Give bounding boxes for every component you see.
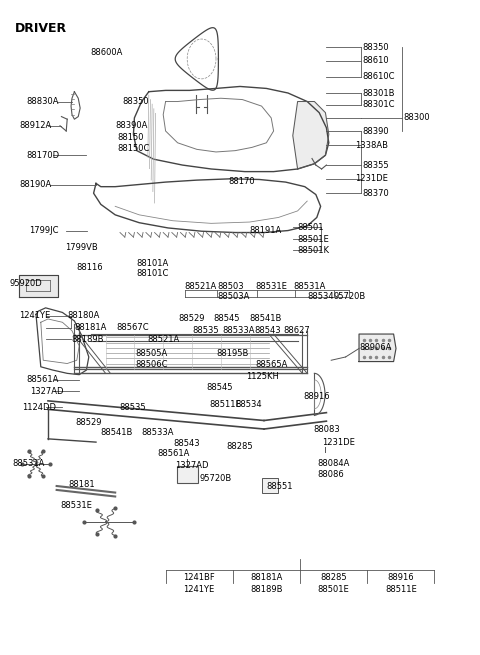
Polygon shape bbox=[19, 275, 58, 297]
Text: 88084A: 88084A bbox=[318, 459, 350, 468]
Text: 88511E: 88511E bbox=[210, 400, 241, 409]
Text: 88501E: 88501E bbox=[298, 234, 329, 244]
Text: 88535: 88535 bbox=[192, 326, 218, 335]
Text: 88180A: 88180A bbox=[67, 311, 99, 320]
Text: 88501E: 88501E bbox=[318, 585, 349, 594]
Text: 88531E: 88531E bbox=[255, 282, 287, 291]
Text: 88543: 88543 bbox=[174, 439, 200, 448]
Text: 1125KH: 1125KH bbox=[246, 372, 279, 381]
Text: 88189B: 88189B bbox=[250, 585, 283, 594]
Text: 88534: 88534 bbox=[235, 400, 262, 409]
Text: 1799VB: 1799VB bbox=[65, 243, 97, 252]
Text: 88301B: 88301B bbox=[362, 88, 395, 98]
Text: 88916: 88916 bbox=[304, 392, 330, 401]
Text: 88561A: 88561A bbox=[157, 449, 189, 458]
Text: 88531E: 88531E bbox=[60, 501, 92, 510]
Text: 88501K: 88501K bbox=[298, 246, 330, 255]
Text: 88912A: 88912A bbox=[19, 121, 51, 130]
Text: 88150C: 88150C bbox=[118, 143, 150, 153]
Text: 1241YE: 1241YE bbox=[19, 311, 50, 320]
Text: 88503A: 88503A bbox=[217, 292, 249, 301]
Text: 88521A: 88521A bbox=[185, 282, 217, 291]
Text: DRIVER: DRIVER bbox=[14, 22, 67, 35]
Text: 88545: 88545 bbox=[206, 383, 233, 392]
Text: 88531A: 88531A bbox=[294, 282, 326, 291]
FancyBboxPatch shape bbox=[177, 466, 198, 483]
Text: 88916: 88916 bbox=[387, 573, 414, 582]
Text: 88506C: 88506C bbox=[135, 360, 168, 369]
Text: 88533A: 88533A bbox=[222, 326, 255, 335]
Text: 88610C: 88610C bbox=[362, 72, 395, 81]
Text: 88541B: 88541B bbox=[250, 314, 282, 324]
Text: 95920D: 95920D bbox=[10, 279, 42, 288]
Text: 88521A: 88521A bbox=[148, 335, 180, 344]
Text: 1799JC: 1799JC bbox=[29, 226, 58, 235]
Text: 88541B: 88541B bbox=[101, 428, 133, 437]
Text: 88505A: 88505A bbox=[135, 349, 168, 358]
Text: 88101A: 88101A bbox=[137, 259, 169, 268]
Text: 1327AD: 1327AD bbox=[175, 460, 209, 470]
Text: 88181: 88181 bbox=[69, 480, 95, 489]
Text: 88101C: 88101C bbox=[137, 269, 169, 278]
Text: 95720B: 95720B bbox=[334, 292, 366, 301]
Text: 1231DE: 1231DE bbox=[323, 438, 355, 447]
FancyBboxPatch shape bbox=[262, 478, 278, 493]
Polygon shape bbox=[359, 334, 396, 362]
Text: 88350: 88350 bbox=[362, 43, 389, 52]
Polygon shape bbox=[293, 102, 329, 169]
Text: 1338AB: 1338AB bbox=[355, 141, 388, 150]
Text: 88181A: 88181A bbox=[250, 573, 283, 582]
Text: 88531A: 88531A bbox=[12, 459, 44, 468]
Text: 88610: 88610 bbox=[362, 56, 389, 66]
Text: 1241YE: 1241YE bbox=[183, 585, 215, 594]
Text: 1241BF: 1241BF bbox=[183, 573, 215, 582]
Text: 88150: 88150 bbox=[118, 133, 144, 142]
Text: 88350: 88350 bbox=[122, 97, 149, 106]
Text: 88083: 88083 bbox=[313, 424, 340, 434]
Text: 88534: 88534 bbox=[307, 292, 334, 301]
Text: 88561A: 88561A bbox=[26, 375, 59, 384]
Text: 88189B: 88189B bbox=[71, 335, 104, 344]
Text: 88565A: 88565A bbox=[256, 360, 288, 369]
Text: 88529: 88529 bbox=[76, 418, 102, 427]
Text: 88170: 88170 bbox=[228, 177, 254, 186]
Text: 88170D: 88170D bbox=[26, 151, 60, 160]
Text: 88501: 88501 bbox=[298, 223, 324, 233]
Text: 88191A: 88191A bbox=[250, 226, 282, 235]
Text: 88390A: 88390A bbox=[115, 121, 147, 130]
Text: 88086: 88086 bbox=[318, 470, 345, 479]
Text: 88830A: 88830A bbox=[26, 97, 59, 106]
Text: 88627: 88627 bbox=[283, 326, 310, 335]
Text: 88511E: 88511E bbox=[385, 585, 417, 594]
Text: 88551: 88551 bbox=[266, 481, 293, 491]
Text: 88543: 88543 bbox=[254, 326, 281, 335]
Text: 88535: 88535 bbox=[119, 403, 145, 412]
Text: 88301C: 88301C bbox=[362, 100, 395, 109]
Text: 88503: 88503 bbox=[217, 282, 243, 291]
Text: 88116: 88116 bbox=[77, 263, 103, 272]
Text: 1231DE: 1231DE bbox=[355, 174, 388, 183]
Text: 88545: 88545 bbox=[214, 314, 240, 324]
Text: 88190A: 88190A bbox=[19, 180, 51, 189]
Text: 88285: 88285 bbox=[227, 442, 253, 451]
Text: 88300: 88300 bbox=[403, 113, 430, 122]
Text: 1124DD: 1124DD bbox=[23, 403, 57, 412]
Text: 88370: 88370 bbox=[362, 189, 389, 198]
Text: 88906A: 88906A bbox=[359, 343, 391, 352]
Text: 88355: 88355 bbox=[362, 160, 389, 170]
Text: 1327AD: 1327AD bbox=[30, 386, 63, 396]
Text: 88567C: 88567C bbox=[117, 323, 149, 332]
Text: 88533A: 88533A bbox=[142, 428, 174, 437]
Text: 88600A: 88600A bbox=[90, 48, 122, 57]
Text: 88195B: 88195B bbox=[216, 349, 248, 358]
Text: 88390: 88390 bbox=[362, 126, 389, 136]
Text: 88285: 88285 bbox=[320, 573, 347, 582]
Text: 95720B: 95720B bbox=[199, 474, 231, 483]
Text: 88181A: 88181A bbox=[74, 323, 107, 332]
Text: 88529: 88529 bbox=[179, 314, 205, 324]
